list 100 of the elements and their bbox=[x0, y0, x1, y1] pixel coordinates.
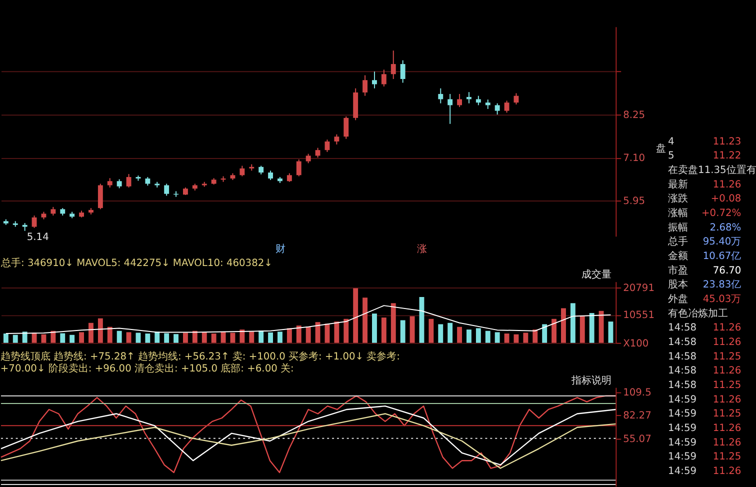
category-label: 14:58 bbox=[668, 366, 697, 377]
bar bbox=[3, 334, 8, 343]
y-tick-label: 5.95 bbox=[623, 196, 646, 208]
y-tick-label: 7.10 bbox=[623, 153, 646, 164]
text: 涨 bbox=[417, 242, 428, 255]
bar bbox=[306, 326, 311, 343]
bar bbox=[258, 330, 264, 343]
category-label: 金额 bbox=[668, 250, 688, 262]
text: 11.25 bbox=[712, 452, 742, 463]
bar bbox=[79, 332, 84, 343]
chart-title: 总手: 346910↓ MAVOL5: 442275↓ MAVOL10: 460382↓ bbox=[0, 256, 272, 269]
candlestick bbox=[126, 174, 132, 188]
line-series bbox=[0, 413, 616, 469]
bar bbox=[126, 332, 132, 343]
text: 10.67亿 bbox=[702, 250, 742, 262]
text: 45.03万 bbox=[702, 294, 742, 305]
candlestick bbox=[381, 69, 386, 87]
candlestick bbox=[362, 74, 368, 96]
bar bbox=[145, 334, 150, 343]
candlestick bbox=[306, 153, 311, 164]
bar bbox=[457, 326, 462, 343]
text: 11.22 bbox=[712, 150, 742, 162]
text: 11.23 bbox=[712, 136, 742, 148]
text: 11.26 bbox=[712, 466, 742, 477]
bar bbox=[504, 334, 510, 343]
bar bbox=[296, 326, 302, 343]
bar bbox=[315, 322, 320, 343]
candlestick bbox=[485, 99, 490, 110]
bar bbox=[136, 332, 141, 343]
bar bbox=[50, 330, 56, 343]
y-tick-label: 109.5 bbox=[623, 387, 652, 398]
bar bbox=[32, 332, 37, 343]
bar bbox=[88, 322, 94, 343]
y-tick-label: 10551 bbox=[623, 310, 655, 322]
bar bbox=[230, 332, 236, 343]
bar bbox=[192, 330, 198, 343]
bar bbox=[362, 298, 368, 343]
category-label: 外盘 bbox=[668, 292, 688, 305]
candlestick bbox=[457, 93, 462, 108]
text: 11.25 bbox=[712, 380, 742, 391]
category-label: 14:59 bbox=[668, 422, 697, 434]
bar bbox=[448, 322, 453, 343]
text: 11.26 bbox=[712, 422, 742, 434]
candlestick bbox=[164, 183, 170, 196]
text: 95.40万 bbox=[702, 236, 742, 248]
bar bbox=[419, 297, 424, 343]
text: +0.08 bbox=[710, 194, 742, 205]
candlestick bbox=[268, 170, 273, 181]
text: 11.25 bbox=[712, 351, 742, 362]
candlestick bbox=[494, 102, 500, 116]
bar bbox=[428, 318, 434, 343]
bar bbox=[211, 334, 216, 343]
bar bbox=[98, 318, 103, 343]
category-label: 涨跌 bbox=[668, 192, 688, 205]
candlestick bbox=[32, 215, 37, 228]
text: 2.68% bbox=[710, 222, 742, 234]
bar bbox=[476, 328, 481, 343]
bar bbox=[561, 308, 566, 343]
text: 11.26 bbox=[712, 179, 742, 190]
bar bbox=[41, 334, 46, 343]
category-label: 14:58 bbox=[668, 351, 697, 362]
category-label: 市盈 bbox=[668, 264, 688, 276]
bar bbox=[523, 332, 528, 343]
candlestick bbox=[448, 93, 453, 124]
bar bbox=[400, 320, 406, 343]
candlestick bbox=[438, 88, 444, 104]
bar bbox=[22, 332, 28, 343]
text: 11.25 bbox=[712, 408, 742, 420]
category-label: 在卖盘11.35位置有 bbox=[668, 164, 756, 176]
bar bbox=[542, 324, 548, 343]
bar bbox=[353, 288, 358, 343]
text: 财 bbox=[276, 242, 286, 255]
category-label: 14:59 bbox=[668, 408, 697, 420]
category-label: 5 bbox=[668, 150, 674, 162]
bar bbox=[485, 330, 490, 343]
line-series bbox=[0, 405, 616, 466]
candlestick bbox=[390, 50, 396, 80]
category-label: 14:59 bbox=[668, 437, 697, 448]
category-label: 最新 bbox=[668, 178, 688, 190]
bar bbox=[608, 322, 614, 343]
text: +0.72% bbox=[702, 208, 742, 219]
bar bbox=[466, 330, 472, 343]
y-tick-label: X100 bbox=[623, 338, 649, 350]
text: 76.70 bbox=[712, 265, 742, 276]
bar bbox=[240, 330, 245, 343]
text: 成交量 bbox=[582, 268, 612, 281]
y-tick-label: 82.27 bbox=[623, 410, 652, 422]
bar bbox=[390, 303, 396, 343]
bar bbox=[107, 326, 112, 343]
bar bbox=[70, 334, 75, 343]
text: 23.83亿 bbox=[702, 280, 742, 291]
bar bbox=[598, 310, 604, 343]
bar bbox=[220, 332, 226, 343]
bar bbox=[570, 303, 576, 343]
bar bbox=[12, 334, 18, 343]
y-tick-label: 20791 bbox=[623, 282, 655, 294]
category-label: 振幅 bbox=[668, 221, 688, 234]
bar bbox=[278, 332, 282, 343]
bar bbox=[381, 318, 386, 343]
candlestick bbox=[324, 139, 330, 152]
